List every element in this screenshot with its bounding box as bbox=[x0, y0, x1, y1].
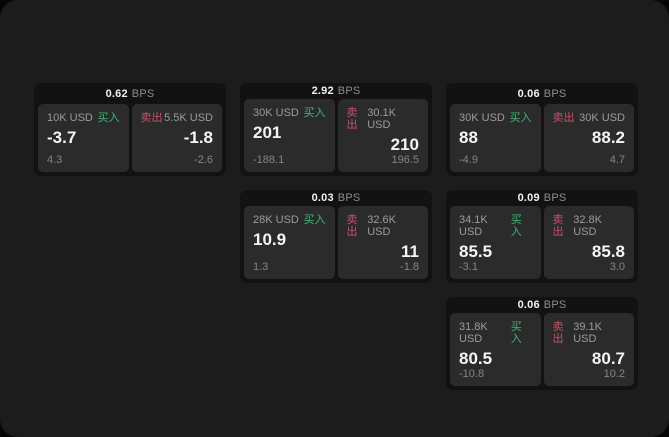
card-header: 0.62 BPS bbox=[38, 83, 222, 104]
sell-notional: 5.5K USD bbox=[164, 112, 213, 124]
buy-price: 201 bbox=[253, 123, 282, 142]
card-header: 0.06 BPS bbox=[450, 297, 634, 313]
bps-unit: BPS bbox=[131, 87, 155, 100]
bps-unit: BPS bbox=[337, 85, 361, 97]
sell-price: -1.8 bbox=[183, 128, 213, 147]
quote-panels: 31.8K USD 买入 80.5 -10.8 卖出 39.1K USD 80.… bbox=[450, 313, 634, 386]
sell-quote-panel[interactable]: 卖出 32.8K USD 85.8 3.0 bbox=[543, 206, 634, 279]
card-header: 2.92 BPS bbox=[244, 83, 428, 99]
card-header: 0.06 BPS bbox=[450, 83, 634, 104]
sell-price: 85.8 bbox=[591, 242, 625, 261]
bps-value: 0.09 bbox=[517, 192, 540, 204]
sell-sub-value: -1.8 bbox=[400, 261, 419, 273]
buy-sub-value: -3.1 bbox=[459, 261, 478, 273]
bps-value: 0.06 bbox=[517, 87, 540, 100]
sell-price: 88.2 bbox=[591, 128, 625, 147]
sell-side-label: 卖出 bbox=[346, 214, 358, 238]
sell-sub-value: 10.2 bbox=[603, 368, 625, 380]
sell-price: 11 bbox=[401, 242, 419, 261]
sell-side-label: 卖出 bbox=[552, 214, 564, 238]
buy-price: 80.5 bbox=[459, 349, 493, 368]
card-header: 0.03 BPS bbox=[244, 190, 428, 206]
buy-notional: 30K USD bbox=[459, 112, 505, 124]
sell-quote-panel[interactable]: 卖出 32.6K USD 11 -1.8 bbox=[337, 206, 428, 279]
buy-quote-panel[interactable]: 10K USD 买入 -3.7 4.3 bbox=[38, 104, 129, 172]
sell-quote-panel[interactable]: 卖出 30.1K USD 210 196.5 bbox=[337, 99, 428, 172]
bps-value: 2.92 bbox=[311, 85, 334, 97]
quote-panels: 10K USD 买入 -3.7 4.3 卖出 5.5K USD -1.8 -2.… bbox=[38, 104, 222, 172]
quote-cards-grid: 0.62 BPS 10K USD 买入 -3.7 4.3 卖出 5.5K USD bbox=[34, 83, 638, 390]
bps-unit: BPS bbox=[543, 192, 567, 204]
sell-side-label: 卖出 bbox=[552, 321, 564, 345]
buy-side-label: 买入 bbox=[303, 107, 326, 119]
bps-unit: BPS bbox=[543, 87, 567, 100]
buy-side-label: 买入 bbox=[510, 321, 522, 345]
buy-sub-value: -10.8 bbox=[459, 368, 485, 380]
buy-price: 85.5 bbox=[459, 242, 493, 261]
sell-quote-panel[interactable]: 卖出 39.1K USD 80.7 10.2 bbox=[543, 313, 634, 386]
sell-notional: 32.8K USD bbox=[573, 214, 602, 238]
bps-value: 0.06 bbox=[517, 299, 540, 311]
buy-notional: 30K USD bbox=[253, 107, 299, 119]
buy-sub-value: -4.9 bbox=[459, 154, 478, 166]
buy-price: 88 bbox=[459, 128, 478, 147]
bps-unit: BPS bbox=[543, 299, 567, 311]
quote-card: 0.03 BPS 28K USD 买入 10.9 1.3 卖出 32.6K US… bbox=[240, 190, 432, 283]
sell-side-label: 卖出 bbox=[346, 107, 358, 131]
bps-unit: BPS bbox=[337, 192, 361, 204]
sell-price: 80.7 bbox=[591, 349, 625, 368]
quote-card: 0.62 BPS 10K USD 买入 -3.7 4.3 卖出 5.5K USD bbox=[34, 83, 226, 176]
buy-notional: 10K USD bbox=[47, 112, 93, 124]
buy-sub-value: 4.3 bbox=[47, 154, 63, 166]
quote-card: 0.09 BPS 34.1K USD 买入 85.5 -3.1 卖出 32.8K… bbox=[446, 190, 638, 283]
buy-price: -3.7 bbox=[47, 128, 77, 147]
sell-side-label: 卖出 bbox=[552, 112, 575, 124]
buy-quote-panel[interactable]: 31.8K USD 买入 80.5 -10.8 bbox=[450, 313, 541, 386]
buy-quote-panel[interactable]: 34.1K USD 买入 85.5 -3.1 bbox=[450, 206, 541, 279]
quote-card: 0.06 BPS 31.8K USD 买入 80.5 -10.8 卖出 39.1… bbox=[446, 297, 638, 390]
sell-notional: 30K USD bbox=[579, 112, 625, 124]
buy-notional: 31.8K USD bbox=[459, 321, 488, 345]
sell-sub-value: 196.5 bbox=[391, 154, 419, 166]
buy-side-label: 买入 bbox=[303, 214, 326, 226]
buy-side-label: 买入 bbox=[509, 112, 532, 124]
buy-price: 10.9 bbox=[253, 230, 287, 249]
buy-quote-panel[interactable]: 28K USD 买入 10.9 1.3 bbox=[244, 206, 335, 279]
buy-side-label: 买入 bbox=[510, 214, 522, 238]
buy-notional: 28K USD bbox=[253, 214, 299, 226]
buy-sub-value: 1.3 bbox=[253, 261, 269, 273]
sell-notional: 30.1K USD bbox=[367, 107, 396, 131]
sell-sub-value: 3.0 bbox=[609, 261, 625, 273]
sell-price: 210 bbox=[390, 135, 419, 154]
buy-quote-panel[interactable]: 30K USD 买入 88 -4.9 bbox=[450, 104, 541, 172]
card-header: 0.09 BPS bbox=[450, 190, 634, 206]
sell-sub-value: 4.7 bbox=[609, 154, 625, 166]
quote-card: 2.92 BPS 30K USD 买入 201 -188.1 卖出 30.1K … bbox=[240, 83, 432, 176]
buy-notional: 34.1K USD bbox=[459, 214, 488, 238]
sell-sub-value: -2.6 bbox=[194, 154, 213, 166]
bps-value: 0.62 bbox=[105, 87, 128, 100]
quote-panels: 34.1K USD 买入 85.5 -3.1 卖出 32.8K USD 85.8… bbox=[450, 206, 634, 279]
bps-value: 0.03 bbox=[311, 192, 334, 204]
sell-notional: 39.1K USD bbox=[573, 321, 602, 345]
sell-side-label: 卖出 bbox=[140, 112, 163, 124]
sell-notional: 32.6K USD bbox=[367, 214, 396, 238]
buy-quote-panel[interactable]: 30K USD 买入 201 -188.1 bbox=[244, 99, 335, 172]
quote-panels: 28K USD 买入 10.9 1.3 卖出 32.6K USD 11 -1.8 bbox=[244, 206, 428, 279]
quote-panels: 30K USD 买入 88 -4.9 卖出 30K USD 88.2 4.7 bbox=[450, 104, 634, 172]
buy-side-label: 买入 bbox=[97, 112, 120, 124]
buy-sub-value: -188.1 bbox=[253, 154, 285, 166]
sell-quote-panel[interactable]: 卖出 30K USD 88.2 4.7 bbox=[543, 104, 634, 172]
quote-panels: 30K USD 买入 201 -188.1 卖出 30.1K USD 210 1… bbox=[244, 99, 428, 172]
quote-card: 0.06 BPS 30K USD 买入 88 -4.9 卖出 30K USD bbox=[446, 83, 638, 176]
sell-quote-panel[interactable]: 卖出 5.5K USD -1.8 -2.6 bbox=[131, 104, 222, 172]
